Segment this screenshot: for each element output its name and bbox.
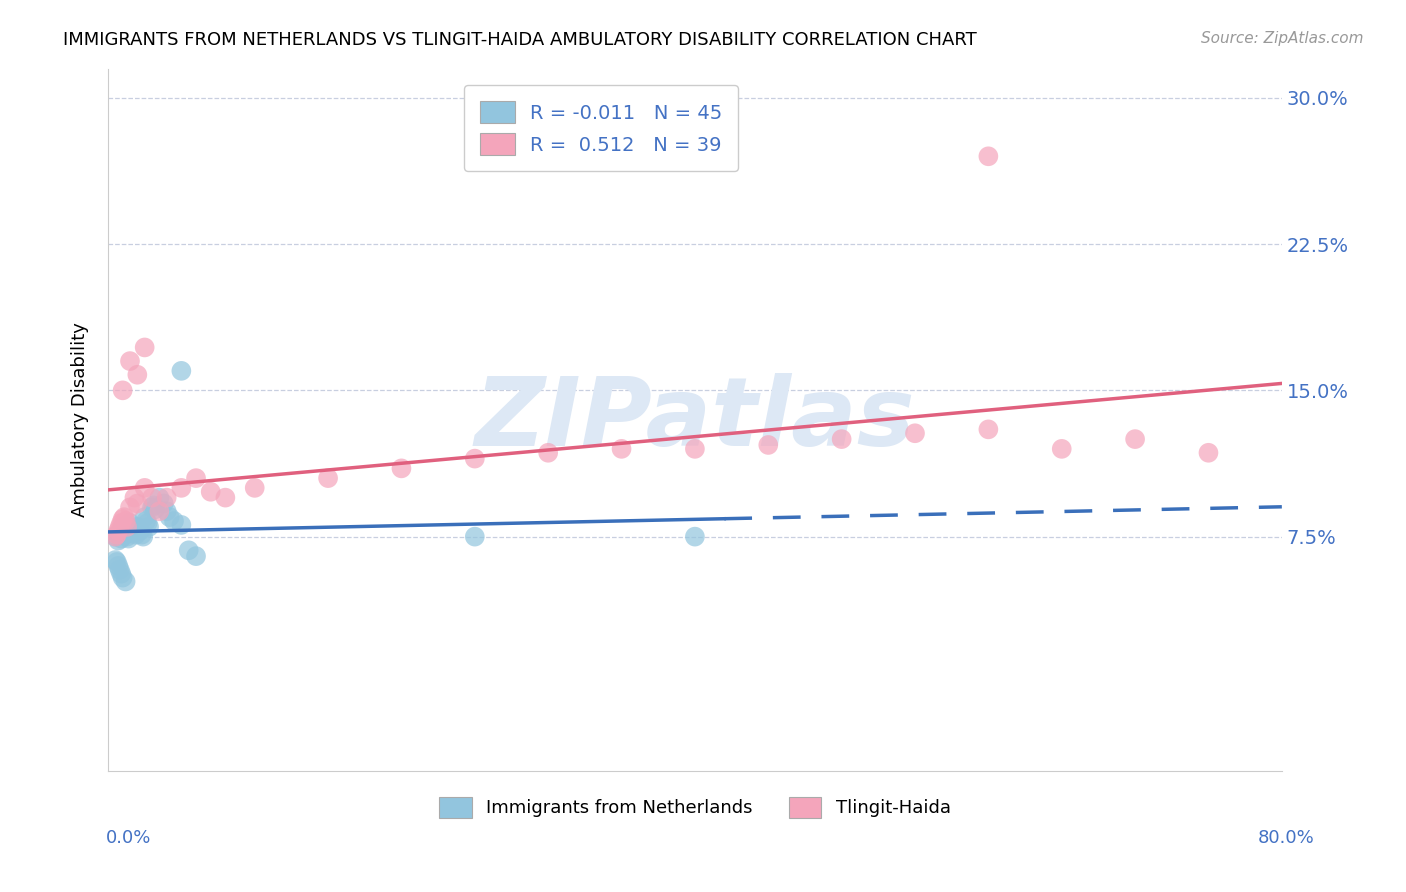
Point: [170, 364, 193, 378]
Point: [316, 471, 339, 485]
Point: [121, 522, 143, 536]
Text: 80.0%: 80.0%: [1258, 829, 1315, 847]
Point: [110, 566, 132, 581]
Point: [118, 500, 141, 515]
Point: [129, 524, 152, 538]
Point: [537, 446, 560, 460]
Point: [124, 491, 146, 505]
Point: [105, 555, 128, 569]
Point: [170, 517, 193, 532]
Text: IMMIGRANTS FROM NETHERLANDS VS TLINGIT-HAIDA AMBULATORY DISABILITY CORRELATION C: IMMIGRANTS FROM NETHERLANDS VS TLINGIT-H…: [63, 31, 977, 49]
Point: [391, 461, 413, 475]
Point: [115, 530, 138, 544]
Point: [143, 502, 166, 516]
Point: [115, 520, 138, 534]
Point: [243, 481, 266, 495]
Point: [122, 524, 145, 538]
Y-axis label: Ambulatory Disability: Ambulatory Disability: [72, 322, 89, 517]
Point: [464, 451, 486, 466]
Point: [831, 432, 853, 446]
Text: ZIPatlas: ZIPatlas: [475, 373, 915, 467]
Point: [110, 532, 132, 546]
Text: Source: ZipAtlas.com: Source: ZipAtlas.com: [1201, 31, 1364, 46]
Point: [184, 549, 207, 563]
Point: [128, 522, 150, 536]
Point: [163, 514, 186, 528]
Point: [111, 524, 134, 538]
Point: [127, 496, 149, 510]
Point: [118, 354, 141, 368]
Point: [111, 512, 134, 526]
Point: [112, 525, 135, 540]
Point: [111, 520, 134, 534]
Point: [107, 533, 129, 548]
Point: [108, 563, 131, 577]
Point: [200, 484, 222, 499]
Point: [141, 491, 163, 505]
Point: [1198, 446, 1220, 460]
Point: [610, 442, 633, 456]
Point: [138, 520, 160, 534]
Point: [134, 341, 156, 355]
Point: [125, 527, 148, 541]
Point: [977, 422, 1000, 436]
Point: [170, 481, 193, 495]
Point: [117, 532, 139, 546]
Text: 0.0%: 0.0%: [105, 829, 150, 847]
Point: [114, 527, 136, 541]
Legend: Immigrants from Netherlands, Tlingit-Haida: Immigrants from Netherlands, Tlingit-Hai…: [432, 789, 957, 825]
Point: [141, 500, 163, 515]
Point: [683, 442, 706, 456]
Point: [142, 499, 165, 513]
Point: [904, 426, 927, 441]
Point: [136, 516, 159, 530]
Point: [177, 543, 200, 558]
Point: [108, 520, 131, 534]
Point: [135, 514, 157, 528]
Point: [464, 530, 486, 544]
Point: [110, 516, 132, 530]
Point: [107, 524, 129, 538]
Point: [111, 384, 134, 398]
Point: [184, 471, 207, 485]
Point: [107, 558, 129, 573]
Point: [104, 530, 127, 544]
Point: [108, 527, 131, 541]
Point: [124, 525, 146, 540]
Point: [112, 510, 135, 524]
Point: [114, 514, 136, 528]
Point: [104, 530, 127, 544]
Point: [105, 527, 128, 541]
Point: [111, 571, 134, 585]
Point: [148, 491, 170, 505]
Point: [131, 527, 153, 541]
Point: [214, 491, 236, 505]
Point: [156, 504, 179, 518]
Point: [152, 496, 174, 510]
Point: [114, 574, 136, 589]
Point: [132, 530, 155, 544]
Point: [159, 510, 181, 524]
Point: [977, 149, 1000, 163]
Point: [756, 438, 779, 452]
Point: [683, 530, 706, 544]
Point: [156, 491, 179, 505]
Point: [134, 510, 156, 524]
Point: [1123, 432, 1146, 446]
Point: [127, 520, 149, 534]
Point: [134, 481, 156, 495]
Point: [118, 516, 141, 530]
Point: [148, 504, 170, 518]
Point: [127, 368, 149, 382]
Point: [104, 553, 127, 567]
Point: [1050, 442, 1073, 456]
